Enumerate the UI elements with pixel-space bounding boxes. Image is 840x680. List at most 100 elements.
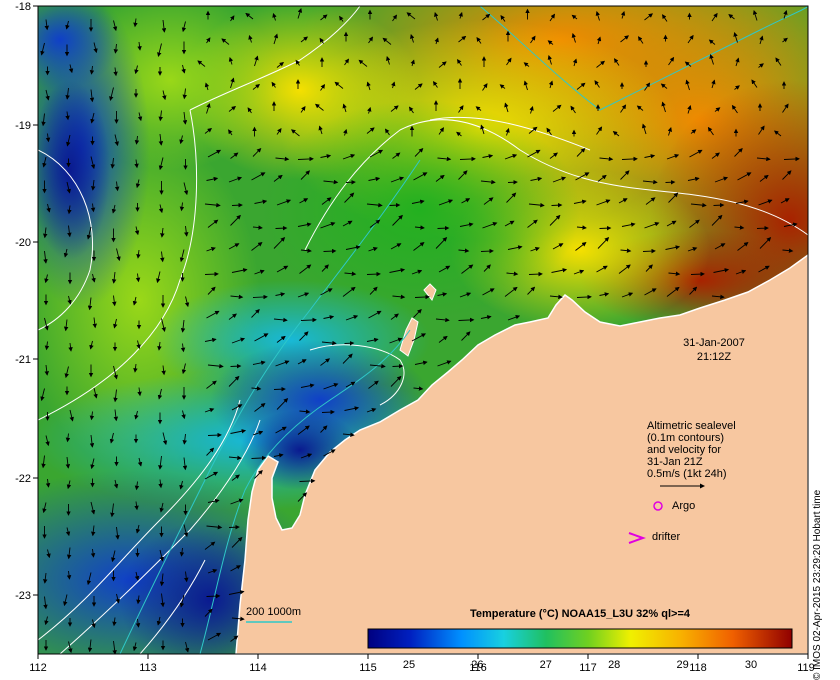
velocity-arrow [759,174,769,182]
velocity-arrow [782,170,792,180]
velocity-arrow [184,296,190,308]
velocity-arrow [414,83,423,90]
velocity-arrow [666,220,677,227]
velocity-arrow [180,319,186,333]
velocity-arrow [571,33,577,43]
legend-line: 31-Jan 21Z [647,456,703,468]
velocity-arrow [621,156,638,162]
velocity-arrow [135,273,141,283]
velocity-arrow [506,192,517,203]
velocity-arrow [459,156,476,162]
bathymetry-contours [119,6,808,654]
velocity-arrow [230,15,235,22]
velocity-arrow [299,198,309,204]
velocity-arrow [758,199,773,206]
velocity-arrow [620,248,632,253]
velocity-arrow [68,342,73,352]
velocity-arrow [368,36,374,44]
island [399,317,419,357]
velocity-arrow [276,199,292,206]
velocity-arrow [410,59,415,67]
velocity-arrow [113,479,119,489]
lon-tick-label: 119 [797,662,815,674]
velocity-arrow [160,227,165,238]
velocity-arrow [231,536,243,548]
velocity-arrow [254,403,266,412]
velocity-arrow [116,248,121,262]
velocity-arrow [204,202,221,208]
velocity-arrow [115,526,120,540]
velocity-arrow [275,292,286,297]
velocity-arrow [90,203,96,213]
velocity-arrow [137,41,142,51]
velocity-arrow [666,286,680,297]
velocity-arrow [136,249,141,259]
velocity-arrow [500,14,506,22]
velocity-arrow [482,13,491,21]
velocity-arrow [713,202,725,208]
velocity-arrow [528,126,538,134]
colorbar-tick-label: 28 [608,659,620,671]
velocity-arrow [783,222,798,227]
velocity-arrow [480,248,494,254]
velocity-arrow [438,199,454,206]
velocity-arrow [40,388,45,402]
velocity-arrow [161,19,167,33]
velocity-arrow [596,265,608,273]
velocity-arrow [389,337,403,344]
velocity-arrow [413,308,422,318]
velocity-arrow [179,202,185,212]
velocity-arrow [773,130,782,137]
velocity-arrow [621,292,634,298]
velocity-arrow [91,273,96,283]
velocity-arrow [506,271,519,276]
velocity-arrow [111,271,117,284]
velocity-arrow [595,11,601,21]
velocity-arrow [132,642,138,652]
velocity-arrow [248,34,253,43]
velocity-arrow [230,635,239,642]
velocity-arrow [254,469,263,479]
velocity-arrow [480,315,492,320]
velocity-arrow [410,34,415,43]
velocity-arrow [275,156,290,162]
velocity-arrow [112,20,118,32]
velocity-arrow [112,295,117,307]
velocity-arrow [134,226,140,236]
velocity-arrow [438,335,448,343]
credit-text: © IMOS 02-Apr-2015 23:29:20 Hobart time [812,489,823,680]
velocity-arrow [93,42,98,54]
lon-tick-label: 118 [689,662,707,674]
velocity-arrow [637,36,644,44]
velocity-arrow [137,112,143,122]
velocity-arrow [254,269,265,275]
velocity-arrow [231,404,243,411]
velocity-arrow [551,202,563,208]
velocity-arrow [505,127,510,136]
argo-icon [653,501,663,511]
velocity-arrow [438,61,447,68]
velocity-arrow [506,57,512,66]
velocity-arrow [504,154,518,160]
velocity-arrow [413,242,425,251]
velocity-arrow [528,271,543,277]
velocity-arrow [64,366,69,379]
velocity-arrow [690,271,705,277]
velocity-arrow [684,61,692,67]
velocity-arrow [752,10,758,21]
velocity-arrow [319,37,324,44]
velocity-arrow [368,380,379,389]
velocity-arrow [221,38,230,45]
velocity-arrow [367,106,372,114]
velocity-arrow [181,363,187,375]
velocity-arrow [342,103,347,113]
velocity-arrow [273,453,284,458]
velocity-arrow [690,129,697,134]
velocity-arrow [368,310,382,319]
velocity-arrow [134,571,140,581]
velocity-arrow [179,249,185,263]
velocity-arrow [181,21,187,33]
velocity-arrow [45,89,50,101]
velocity-arrow [339,15,344,22]
velocity-arrow [110,503,115,518]
